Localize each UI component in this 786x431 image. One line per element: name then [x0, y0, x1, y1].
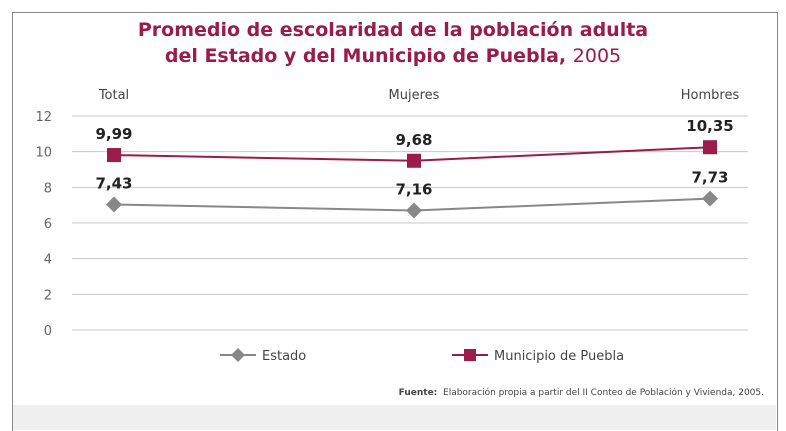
legend-label: Estado: [262, 349, 306, 364]
legend: Estado Municipio de Puebla: [220, 348, 624, 364]
title-line-1: Promedio de escolaridad de la población …: [137, 19, 649, 41]
x-category-label: Mujeres: [389, 88, 440, 103]
footer-bar: [13, 405, 776, 430]
title-year: 2005: [572, 45, 622, 67]
square-marker: [703, 140, 717, 155]
x-axis-labels: Total Mujeres Hombres: [98, 88, 740, 103]
y-tick-label: 2: [44, 288, 52, 303]
y-tick-label: 4: [44, 253, 52, 268]
data-label: 7,43: [95, 174, 132, 192]
square-marker: [464, 349, 476, 361]
source-note: Fuente: Elaboración propia a partir del …: [399, 388, 764, 398]
title-line-2: del Estado y del Municipio de Puebla, 20…: [0, 44, 786, 69]
y-axis-ticks: 0 2 4 6 8 10 12: [35, 110, 52, 339]
y-tick-label: 6: [44, 217, 52, 232]
diamond-marker: [231, 348, 245, 362]
diamond-marker: [406, 202, 422, 219]
source-label: Fuente:: [398, 388, 438, 398]
chart-frame: [12, 12, 778, 431]
y-tick-label: 0: [44, 324, 52, 339]
y-tick-label: 10: [35, 146, 52, 161]
square-marker: [407, 153, 421, 168]
legend-label: Municipio de Puebla: [494, 349, 624, 364]
data-labels: 7,43 7,16 7,73 9,99 9,68 10,35: [95, 117, 733, 198]
data-label: 9,99: [95, 125, 132, 143]
data-label: 7,16: [395, 181, 432, 199]
data-label: 10,35: [686, 117, 733, 135]
gridlines: [72, 115, 748, 331]
series-markers: [106, 140, 718, 219]
data-label: 9,68: [395, 131, 432, 149]
y-tick-label: 8: [44, 181, 52, 196]
title-line-2-text: del Estado y del Municipio de Puebla,: [164, 45, 567, 67]
y-tick-label: 12: [35, 110, 52, 125]
x-category-label: Total: [98, 88, 129, 103]
diamond-marker: [106, 196, 122, 213]
data-label: 7,73: [691, 169, 728, 187]
x-category-label: Hombres: [681, 88, 740, 103]
diamond-marker: [702, 190, 718, 207]
square-marker: [107, 148, 121, 163]
source-text: Elaboración propia a partir del II Conte…: [443, 388, 764, 398]
